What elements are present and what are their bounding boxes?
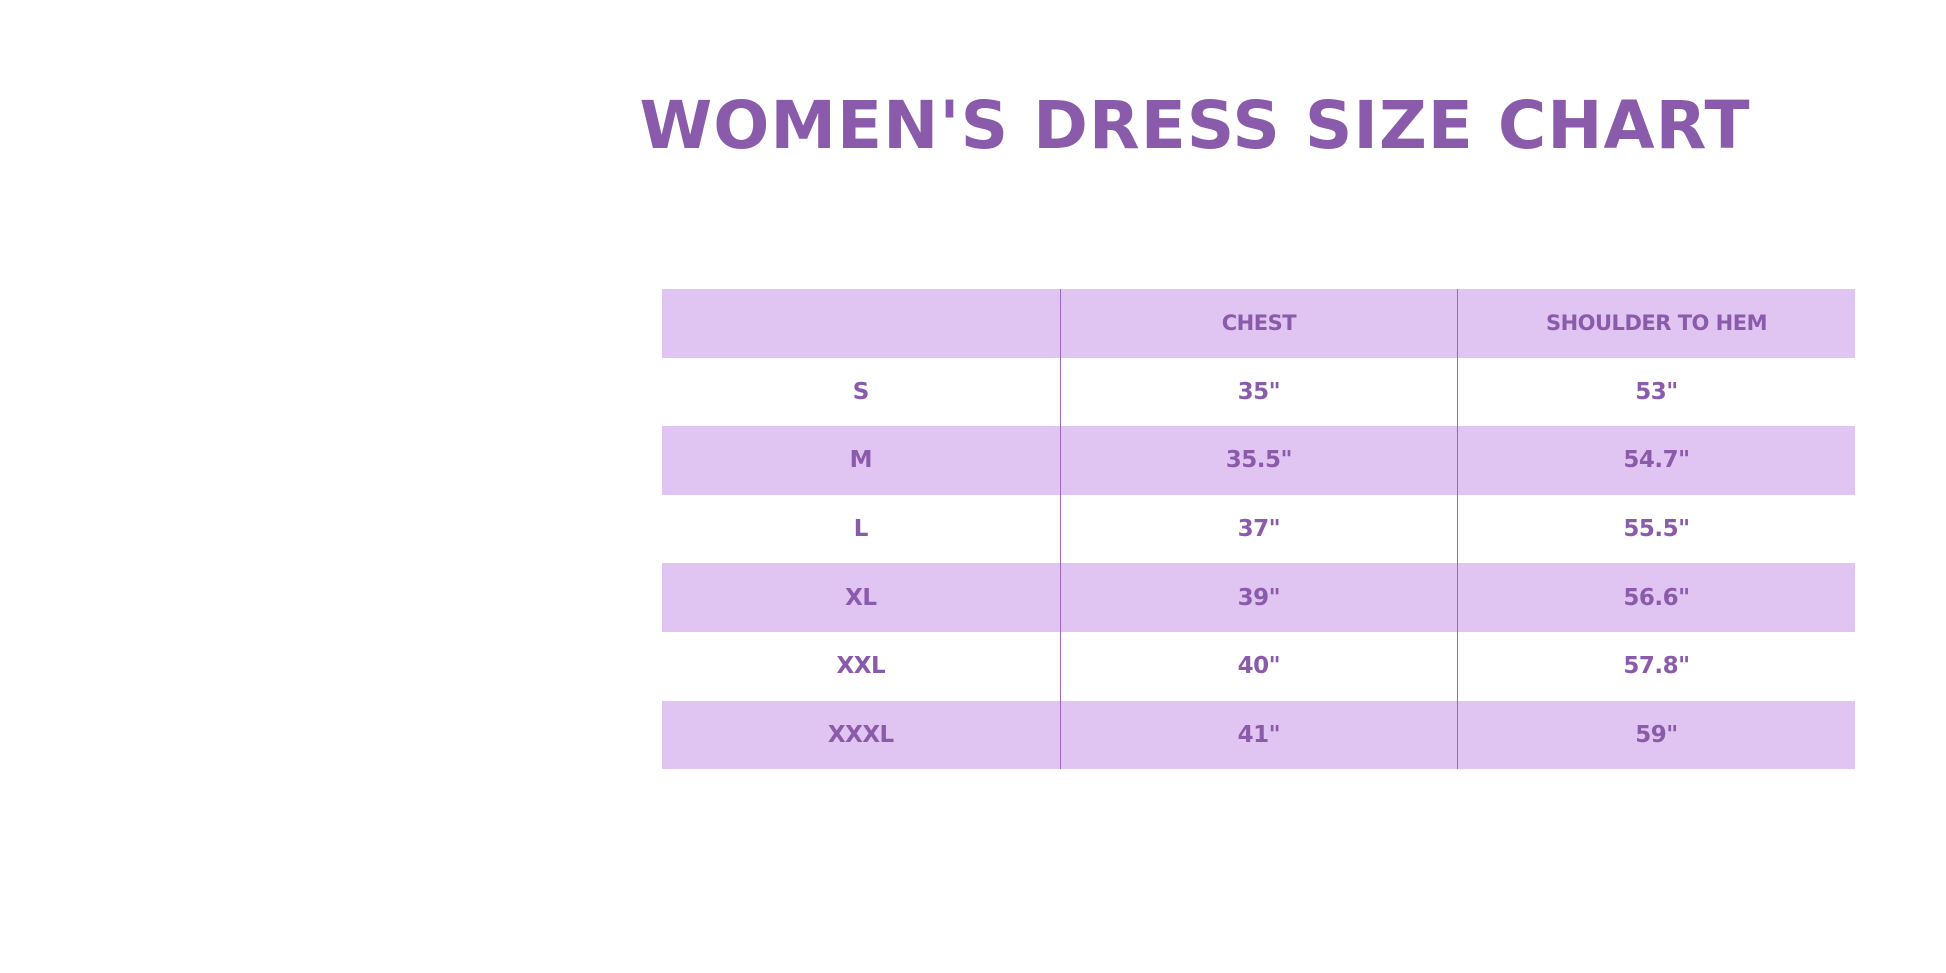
- size-cell: M: [849, 447, 873, 474]
- table-row: L 37" 55.5": [662, 494, 1855, 564]
- header-chest: CHEST: [1059, 289, 1458, 358]
- length-cell: 55.5": [1457, 494, 1855, 564]
- chest-cell: 35": [1059, 357, 1458, 427]
- chest-cell: 37": [1059, 494, 1458, 564]
- size-cell: S: [852, 378, 870, 405]
- header-size: [662, 289, 1060, 358]
- length-cell: 59": [1457, 700, 1855, 770]
- table-row: XL 39" 56.6": [662, 563, 1855, 632]
- length-cell: 56.6": [1457, 563, 1855, 632]
- table-row: S 35" 53": [662, 357, 1855, 427]
- size-cell: XXL: [836, 653, 886, 680]
- size-table: CHEST SHOULDER TO HEM S 35" 53" M 35.5" …: [662, 289, 1855, 770]
- table-row: XXXL 41" 59": [662, 700, 1855, 770]
- length-cell: 54.7": [1457, 426, 1855, 495]
- size-cell: L: [853, 516, 869, 543]
- chest-cell: 39": [1059, 563, 1458, 632]
- length-cell: 53": [1457, 357, 1855, 427]
- header-shoulder-to-hem: SHOULDER TO HEM: [1457, 289, 1855, 358]
- chest-cell: 40": [1059, 631, 1458, 701]
- size-cell: XL: [845, 584, 877, 611]
- chest-cell: 41": [1059, 700, 1458, 770]
- chest-cell: 35.5": [1059, 426, 1458, 495]
- table-row: M 35.5" 54.7": [662, 426, 1855, 495]
- length-cell: 57.8": [1457, 631, 1855, 701]
- table-row: XXL 40" 57.8": [662, 631, 1855, 701]
- page-title: WOMEN'S DRESS SIZE CHART: [639, 87, 1751, 164]
- size-cell: XXXL: [827, 721, 894, 748]
- table-header-row: CHEST SHOULDER TO HEM: [662, 289, 1855, 358]
